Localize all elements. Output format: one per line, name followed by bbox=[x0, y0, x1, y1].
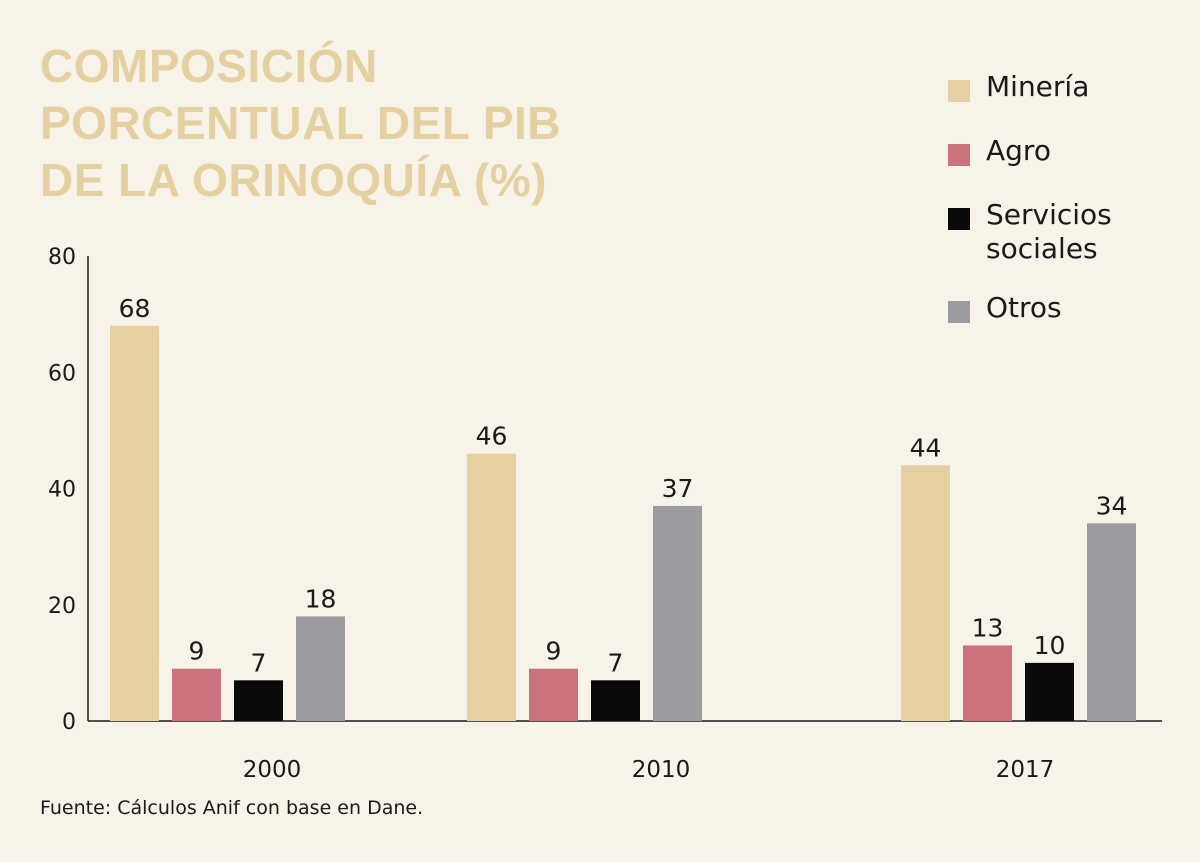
legend-item-servicios: Servicios sociales bbox=[948, 198, 1136, 266]
data-label: 46 bbox=[476, 422, 508, 451]
data-label: 44 bbox=[910, 433, 942, 462]
chart-title-line: PORCENTUAL DEL PIB bbox=[40, 97, 562, 149]
data-label: 13 bbox=[972, 613, 1004, 642]
data-label: 10 bbox=[1034, 631, 1066, 660]
legend-swatch-mineria bbox=[948, 80, 970, 102]
y-tick-label: 0 bbox=[62, 710, 76, 735]
legend-label: Agro bbox=[986, 134, 1051, 167]
bar bbox=[234, 680, 283, 721]
bar bbox=[467, 453, 516, 721]
data-label: 34 bbox=[1096, 491, 1128, 520]
bar bbox=[901, 465, 950, 721]
x-tick-label: 2017 bbox=[996, 757, 1055, 783]
bar bbox=[172, 668, 221, 721]
legend-item-mineria: Minería bbox=[948, 70, 1136, 104]
x-tick-label: 2000 bbox=[243, 757, 302, 783]
bar bbox=[529, 668, 578, 721]
legend-swatch-otros bbox=[948, 301, 970, 323]
data-label: 37 bbox=[662, 474, 694, 503]
chart-title: COMPOSICIÓN PORCENTUAL DEL PIB DE LA ORI… bbox=[40, 38, 561, 209]
legend-swatch-servicios bbox=[948, 208, 970, 230]
source-note: Fuente: Cálculos Anif con base en Dane. bbox=[40, 797, 424, 819]
legend-label: Otros bbox=[986, 291, 1062, 324]
legend-label: Minería bbox=[986, 70, 1090, 103]
data-label: 18 bbox=[305, 584, 337, 613]
bar bbox=[963, 645, 1012, 721]
bar bbox=[1025, 662, 1074, 721]
x-tick-label: 2010 bbox=[632, 757, 691, 783]
bar bbox=[591, 680, 640, 721]
legend-item-agro: Agro bbox=[948, 134, 1136, 168]
bar bbox=[653, 505, 702, 721]
y-tick-label: 40 bbox=[48, 478, 76, 503]
data-label: 68 bbox=[119, 294, 151, 323]
y-tick-label: 60 bbox=[48, 361, 76, 386]
chart-title-line: DE LA ORINOQUÍA (%) bbox=[40, 154, 547, 206]
chart-title-line: COMPOSICIÓN bbox=[40, 40, 378, 92]
bar bbox=[1087, 523, 1136, 721]
legend-swatch-agro bbox=[948, 144, 970, 166]
legend-label: Servicios sociales bbox=[986, 198, 1112, 265]
data-label: 7 bbox=[608, 648, 624, 677]
y-tick-label: 20 bbox=[48, 594, 76, 619]
legend-item-otros: Otros bbox=[948, 291, 1136, 325]
data-label: 7 bbox=[251, 648, 267, 677]
bar bbox=[110, 325, 159, 721]
y-tick-label: 80 bbox=[48, 245, 76, 270]
bar bbox=[296, 616, 345, 721]
data-label: 9 bbox=[546, 637, 562, 666]
data-label: 9 bbox=[189, 637, 205, 666]
